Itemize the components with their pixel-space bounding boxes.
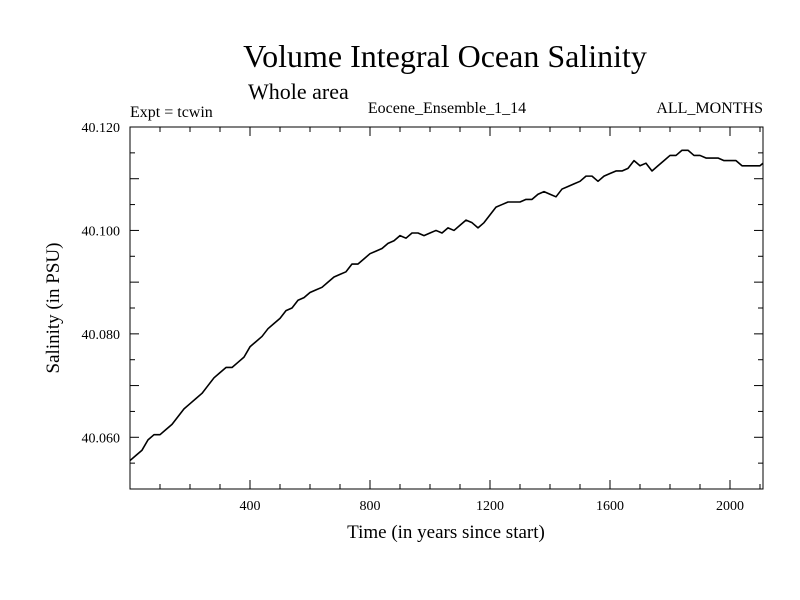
x-tick-label: 400 <box>240 499 261 514</box>
x-tick-label: 1200 <box>476 499 504 514</box>
x-tick-label: 800 <box>360 499 381 514</box>
months-label: ALL_MONTHS <box>656 100 763 117</box>
salinity-series-line <box>129 149 764 462</box>
y-tick-label: 40.120 <box>82 121 121 136</box>
experiment-label: Expt = tcwin <box>130 104 213 121</box>
chart-subtitle: Whole area <box>248 79 349 104</box>
x-axis-label: Time (in years since start) <box>347 522 545 543</box>
y-tick-label: 40.060 <box>82 431 121 446</box>
plot-frame <box>129 126 764 490</box>
x-tick-label: 2000 <box>716 499 744 514</box>
axis-ticks <box>130 127 763 489</box>
y-tick-label: 40.100 <box>82 224 121 239</box>
x-tick-label: 1600 <box>596 499 624 514</box>
chart-title: Volume Integral Ocean Salinity <box>243 38 647 74</box>
y-tick-label: 40.080 <box>82 328 121 343</box>
ensemble-label: Eocene_Ensemble_1_14 <box>368 100 526 117</box>
y-axis-label: Salinity (in PSU) <box>43 243 64 374</box>
tick-labels: 400 800 1200 1600 2000 40.060 40.080 40.100 40.1… <box>82 121 745 514</box>
